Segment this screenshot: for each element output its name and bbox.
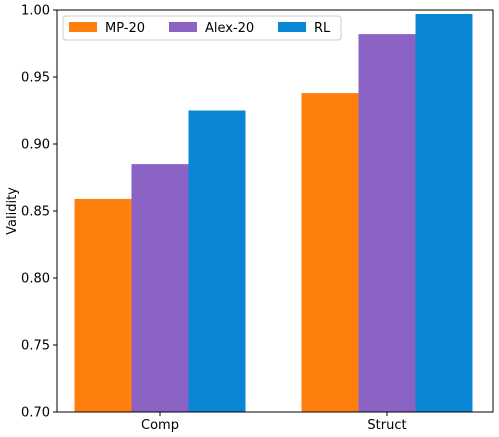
legend-frame: [62, 15, 342, 41]
bar-rl-struct: [415, 14, 473, 413]
bar-mp-20-struct: [301, 93, 359, 412]
y-axis-title: Validity: [5, 187, 20, 235]
y-tick-label: 0.95: [21, 71, 50, 86]
legend-swatch-rl: [278, 22, 306, 32]
y-axis: 0.70 0.75 0.80 0.85 0.90 0.95 1.00: [21, 4, 57, 421]
y-tick-label: 0.75: [21, 339, 50, 354]
x-axis: Comp Struct: [141, 412, 407, 433]
legend: MP-20 Alex-20 RL: [62, 15, 342, 41]
legend-label: MP-20: [105, 21, 145, 36]
bars-group: [74, 14, 473, 413]
bar-rl-comp: [188, 110, 246, 412]
bar-alex-20-comp: [131, 164, 189, 412]
bar-alex-20-struct: [358, 34, 416, 413]
y-tick-label: 0.80: [21, 272, 50, 287]
legend-label: RL: [314, 21, 331, 36]
legend-label: Alex-20: [205, 21, 254, 36]
y-tick-label: 0.85: [21, 205, 50, 220]
y-tick-label: 1.00: [21, 4, 50, 19]
y-tick-label: 0.70: [21, 406, 50, 421]
x-tick-label-struct: Struct: [367, 418, 406, 433]
y-tick-label: 0.90: [21, 138, 50, 153]
legend-swatch-mp-20: [69, 22, 97, 32]
bar-mp-20-comp: [74, 198, 132, 412]
x-tick-label-comp: Comp: [141, 418, 179, 433]
legend-swatch-alex-20: [169, 22, 197, 32]
